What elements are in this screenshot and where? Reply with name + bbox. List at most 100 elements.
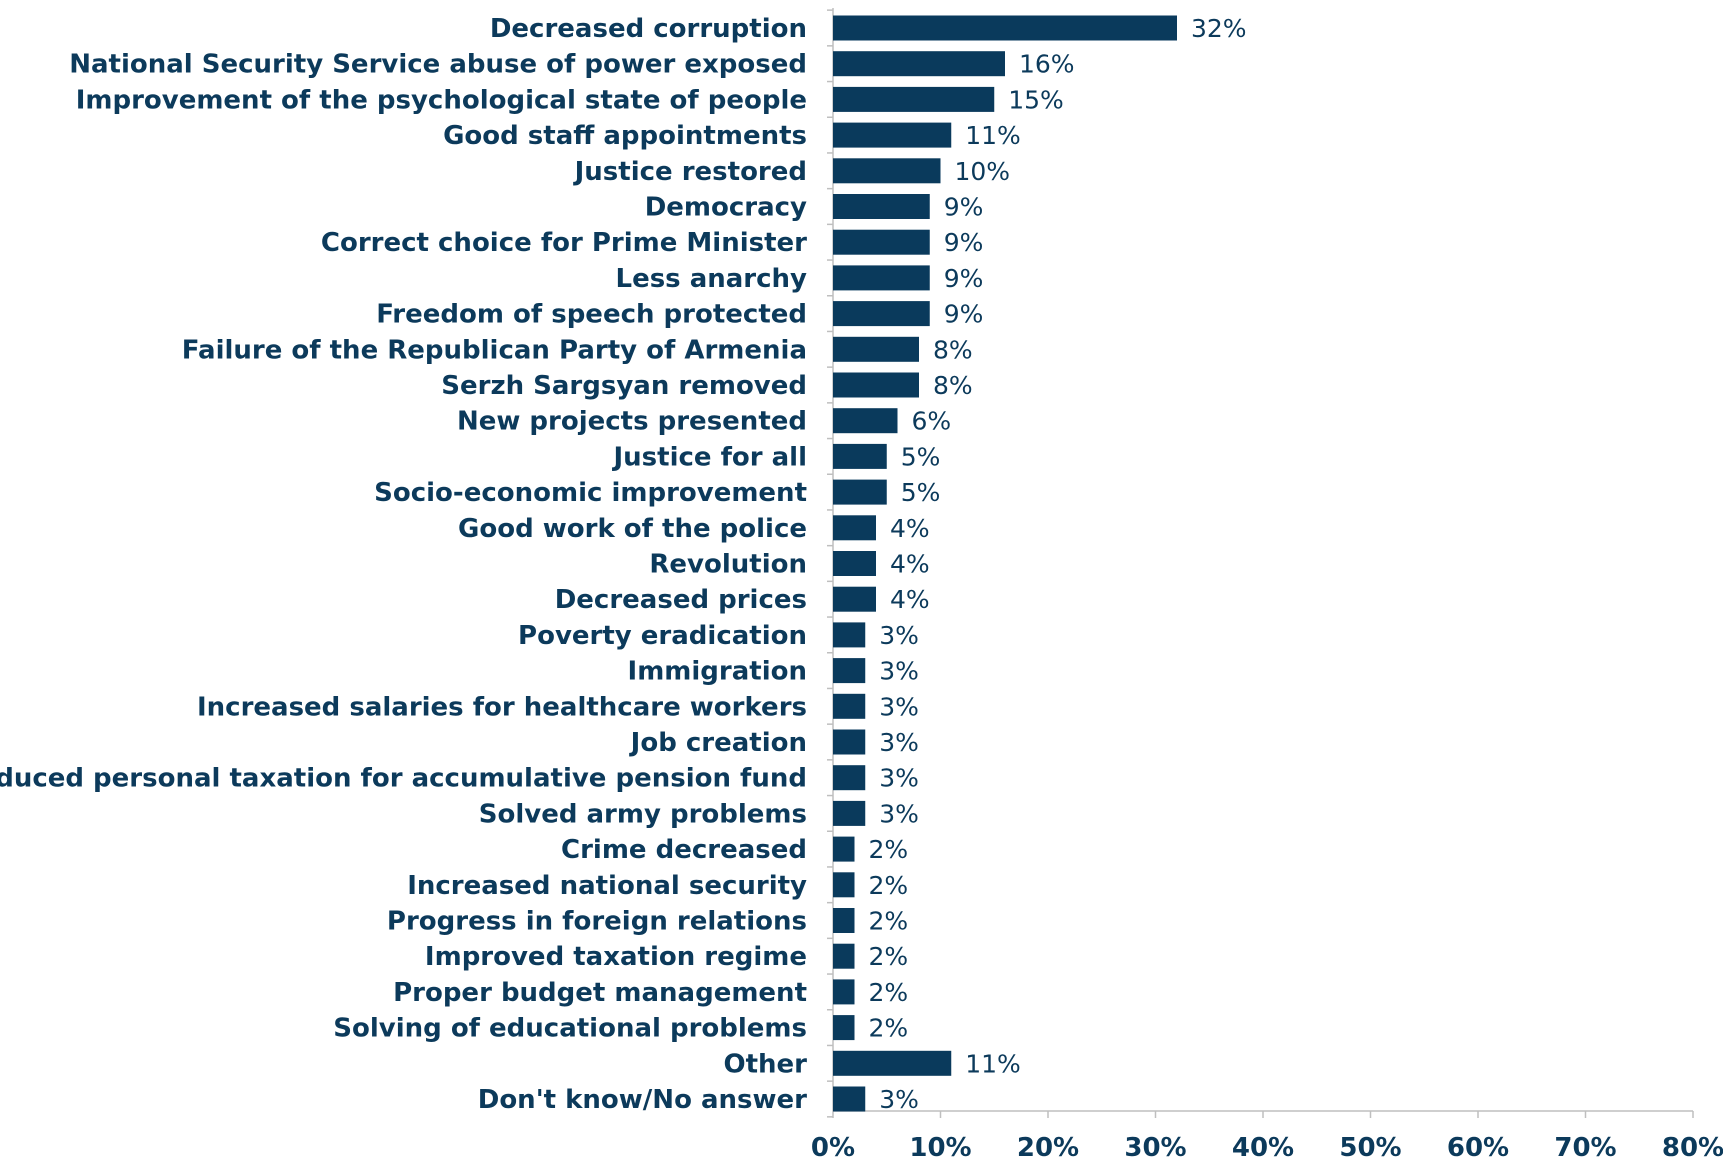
category-label: Other: [724, 1049, 808, 1079]
value-label: 5%: [901, 442, 941, 471]
category-label: Democracy: [645, 193, 807, 223]
category-label: National Security Service abuse of power…: [69, 50, 807, 80]
value-label: 3%: [879, 657, 919, 686]
bar: [833, 479, 887, 505]
bar: [833, 943, 855, 969]
bar: [833, 765, 866, 791]
category-label: Socio-economic improvement: [374, 478, 807, 508]
bar: [833, 372, 919, 398]
category-label: Justice for all: [611, 442, 807, 472]
value-label: 5%: [901, 478, 941, 507]
value-label: 3%: [879, 1085, 919, 1114]
category-label: Solved army problems: [479, 799, 807, 829]
value-label: 2%: [869, 978, 909, 1007]
category-label: Revolution: [649, 550, 807, 580]
category-label: Poverty eradication: [518, 621, 807, 651]
value-label: 4%: [890, 514, 930, 543]
category-label: Decreased prices: [555, 585, 807, 615]
value-label: 16%: [1019, 50, 1075, 79]
x-tick-label: 40%: [1232, 1133, 1294, 1163]
value-label: 2%: [869, 907, 909, 936]
value-label: 2%: [869, 1014, 909, 1043]
value-label: 15%: [1008, 85, 1064, 114]
bar: [833, 729, 866, 755]
bar: [833, 872, 855, 898]
bar: [833, 51, 1005, 77]
value-label: 11%: [965, 1049, 1021, 1078]
value-label: 3%: [879, 728, 919, 757]
value-label: 3%: [879, 692, 919, 721]
category-label: Don't know/No answer: [478, 1085, 807, 1115]
value-label: 10%: [955, 157, 1011, 186]
bar: [833, 158, 941, 184]
value-label: 9%: [944, 228, 984, 257]
value-label: 4%: [890, 550, 930, 579]
value-label: 3%: [879, 764, 919, 793]
x-tick-label: 60%: [1447, 1133, 1509, 1163]
bars-group: [833, 15, 1177, 1112]
category-label: Crime decreased: [561, 835, 807, 865]
bar: [833, 1015, 855, 1041]
x-tick-label: 20%: [1017, 1133, 1079, 1163]
bar: [833, 122, 952, 148]
bar: [833, 658, 866, 684]
category-label: Justice restored: [573, 157, 807, 187]
value-label: 6%: [912, 407, 952, 436]
x-tick-label: 50%: [1339, 1133, 1401, 1163]
category-label: Progress in foreign relations: [387, 907, 807, 937]
bar: [833, 800, 866, 826]
bar: [833, 586, 876, 612]
bar: [833, 408, 898, 434]
value-label: 2%: [869, 835, 909, 864]
value-label: 2%: [869, 942, 909, 971]
bar: [833, 301, 930, 327]
x-tick-label: 30%: [1124, 1133, 1186, 1163]
value-label: 9%: [944, 264, 984, 293]
value-label: 9%: [944, 300, 984, 329]
category-label: Serzh Sargsyan removed: [441, 371, 807, 401]
value-label: 3%: [879, 799, 919, 828]
category-label: Immigration: [628, 657, 807, 687]
bar: [833, 86, 995, 112]
category-label: Failure of the Republican Party of Armen…: [182, 335, 807, 365]
bar: [833, 194, 930, 219]
bar: [833, 1050, 952, 1076]
category-label: Solving of educational problems: [333, 1014, 807, 1044]
category-label: Reduced personal taxation for accumulati…: [0, 764, 807, 794]
bar: [833, 443, 887, 469]
category-label: Decreased corruption: [490, 14, 807, 44]
category-label: Less anarchy: [616, 264, 808, 294]
x-tick-label: 70%: [1554, 1133, 1616, 1163]
value-label: 3%: [879, 621, 919, 650]
bar: [833, 908, 855, 933]
category-label: Increased salaries for healthcare worker…: [197, 692, 807, 722]
x-tick-label: 80%: [1662, 1133, 1723, 1163]
x-tick-label: 10%: [909, 1133, 971, 1163]
category-label: New projects presented: [457, 407, 807, 437]
category-label: Good staff appointments: [443, 121, 807, 151]
bar: [833, 336, 919, 362]
bar: [833, 229, 930, 255]
value-label: 11%: [965, 121, 1021, 150]
bar: [833, 1086, 866, 1112]
value-label: 8%: [933, 371, 973, 400]
bar: [833, 979, 855, 1005]
bar: [833, 515, 876, 541]
value-label: 4%: [890, 585, 930, 614]
value-label: 9%: [944, 193, 984, 222]
value-label: 2%: [869, 871, 909, 900]
bar: [833, 693, 866, 719]
bar: [833, 551, 876, 576]
labels-group: Decreased corruption 32% National Security…: [0, 14, 1247, 1115]
category-label: Correct choice for Prime Minister: [321, 228, 807, 258]
category-label: Job creation: [629, 728, 807, 758]
axis-group: 0% 10% 20% 30% 40% 50% 60% 70% 80%: [811, 8, 1723, 1163]
category-label: Freedom of speech protected: [376, 300, 807, 330]
x-tick-label: 0%: [811, 1133, 855, 1163]
bar: [833, 622, 866, 648]
value-label: 32%: [1191, 14, 1247, 43]
bar: [833, 15, 1177, 41]
category-label: Improvement of the psychological state o…: [76, 85, 807, 115]
category-label: Increased national security: [407, 871, 807, 901]
